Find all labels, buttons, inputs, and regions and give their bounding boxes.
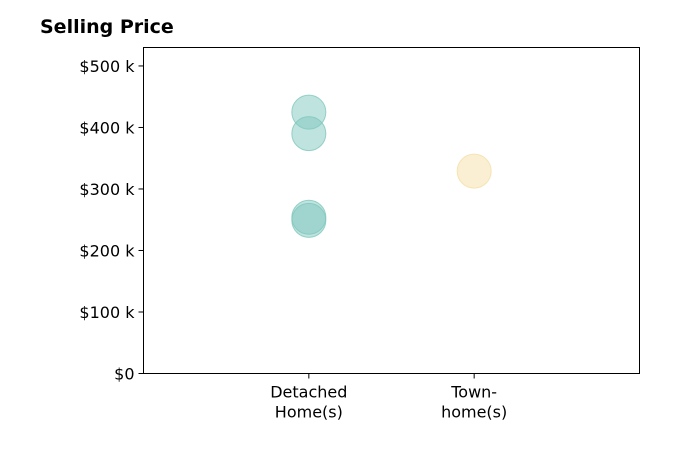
y-tick-label-2: $200 k <box>79 241 135 260</box>
y-axis: $0 $100 k $200 k $300 k $400 k $500 k <box>79 57 144 384</box>
y-tick-label-5: $500 k <box>79 57 135 76</box>
chart-title: Selling Price <box>40 16 174 38</box>
y-tick-label-4: $400 k <box>79 118 135 137</box>
y-tick-label-1: $100 k <box>79 303 135 322</box>
data-point-0-1 <box>291 116 327 152</box>
x-tick-label-1: Town-home(s) <box>441 383 507 422</box>
plot-frame <box>143 47 640 374</box>
data-point-0-3 <box>291 202 327 238</box>
x-axis: Detached Home(s) Town-home(s) <box>270 373 507 422</box>
y-tick-label-0: $0 <box>114 365 134 384</box>
data-point-1-0 <box>456 153 492 189</box>
y-tick-label-3: $300 k <box>79 180 135 199</box>
data-points <box>291 94 492 238</box>
x-tick-label-0: Detached Home(s) <box>270 383 347 422</box>
